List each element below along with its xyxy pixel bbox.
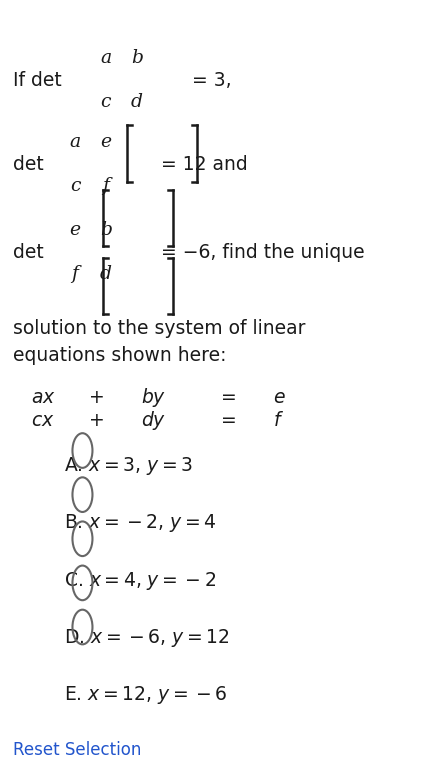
Text: det: det — [13, 243, 44, 261]
Text: c: c — [101, 93, 111, 111]
Text: a: a — [69, 134, 81, 151]
Text: =: = — [221, 411, 237, 429]
Text: If det: If det — [13, 71, 62, 89]
Text: d: d — [131, 93, 143, 111]
Text: +: + — [89, 388, 105, 406]
Text: $dy$: $dy$ — [141, 409, 166, 432]
Text: = −6, find the unique: = −6, find the unique — [161, 243, 365, 261]
Text: $cx$: $cx$ — [31, 411, 54, 429]
Text: f: f — [71, 265, 78, 283]
Text: f: f — [102, 177, 109, 195]
Text: b: b — [131, 50, 143, 67]
Text: det: det — [13, 155, 44, 173]
Text: $by$: $by$ — [141, 386, 166, 409]
Text: c: c — [70, 177, 80, 195]
Text: e: e — [69, 222, 81, 239]
Text: D. $x = -6$, $y = 12$: D. $x = -6$, $y = 12$ — [64, 627, 229, 649]
Text: equations shown here:: equations shown here: — [13, 346, 227, 364]
Text: B. $x = -2$, $y = 4$: B. $x = -2$, $y = 4$ — [64, 513, 217, 534]
Text: +: + — [89, 411, 105, 429]
Text: A. $x = 3$, $y = 3$: A. $x = 3$, $y = 3$ — [64, 455, 193, 477]
Text: b: b — [100, 222, 112, 239]
Text: = 12 and: = 12 and — [161, 155, 248, 173]
Text: e: e — [100, 134, 112, 151]
Text: a: a — [100, 50, 112, 67]
Text: $f$: $f$ — [273, 411, 284, 429]
Text: = 3,: = 3, — [192, 71, 232, 89]
Text: E. $x = 12$, $y = -6$: E. $x = 12$, $y = -6$ — [64, 685, 228, 706]
Text: d: d — [100, 265, 112, 283]
Text: $ax$: $ax$ — [31, 388, 56, 406]
Text: solution to the system of linear: solution to the system of linear — [13, 319, 306, 338]
Text: Reset Selection: Reset Selection — [13, 741, 142, 759]
Text: C. $x = 4$, $y = -2$: C. $x = 4$, $y = -2$ — [64, 570, 216, 591]
Text: =: = — [221, 388, 237, 406]
Text: $e$: $e$ — [273, 388, 286, 406]
